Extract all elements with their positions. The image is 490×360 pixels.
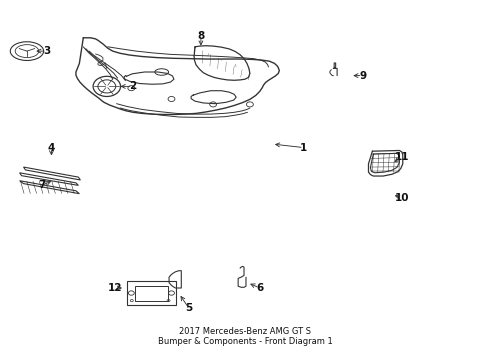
Text: 4: 4 <box>48 143 55 153</box>
Text: Bumper & Components - Front Diagram 1: Bumper & Components - Front Diagram 1 <box>158 338 332 346</box>
Text: 5: 5 <box>185 303 192 313</box>
Text: 9: 9 <box>359 71 366 81</box>
Text: 12: 12 <box>108 283 122 293</box>
Text: 2017 Mercedes-Benz AMG GT S: 2017 Mercedes-Benz AMG GT S <box>179 327 311 336</box>
Text: 10: 10 <box>394 193 409 203</box>
Text: 2: 2 <box>129 81 136 91</box>
Text: 7: 7 <box>38 180 46 190</box>
Text: 1: 1 <box>300 143 307 153</box>
Bar <box>135 286 168 301</box>
Text: 8: 8 <box>197 31 204 41</box>
Text: 6: 6 <box>256 283 263 293</box>
Text: 3: 3 <box>43 46 50 56</box>
Text: 11: 11 <box>394 152 409 162</box>
